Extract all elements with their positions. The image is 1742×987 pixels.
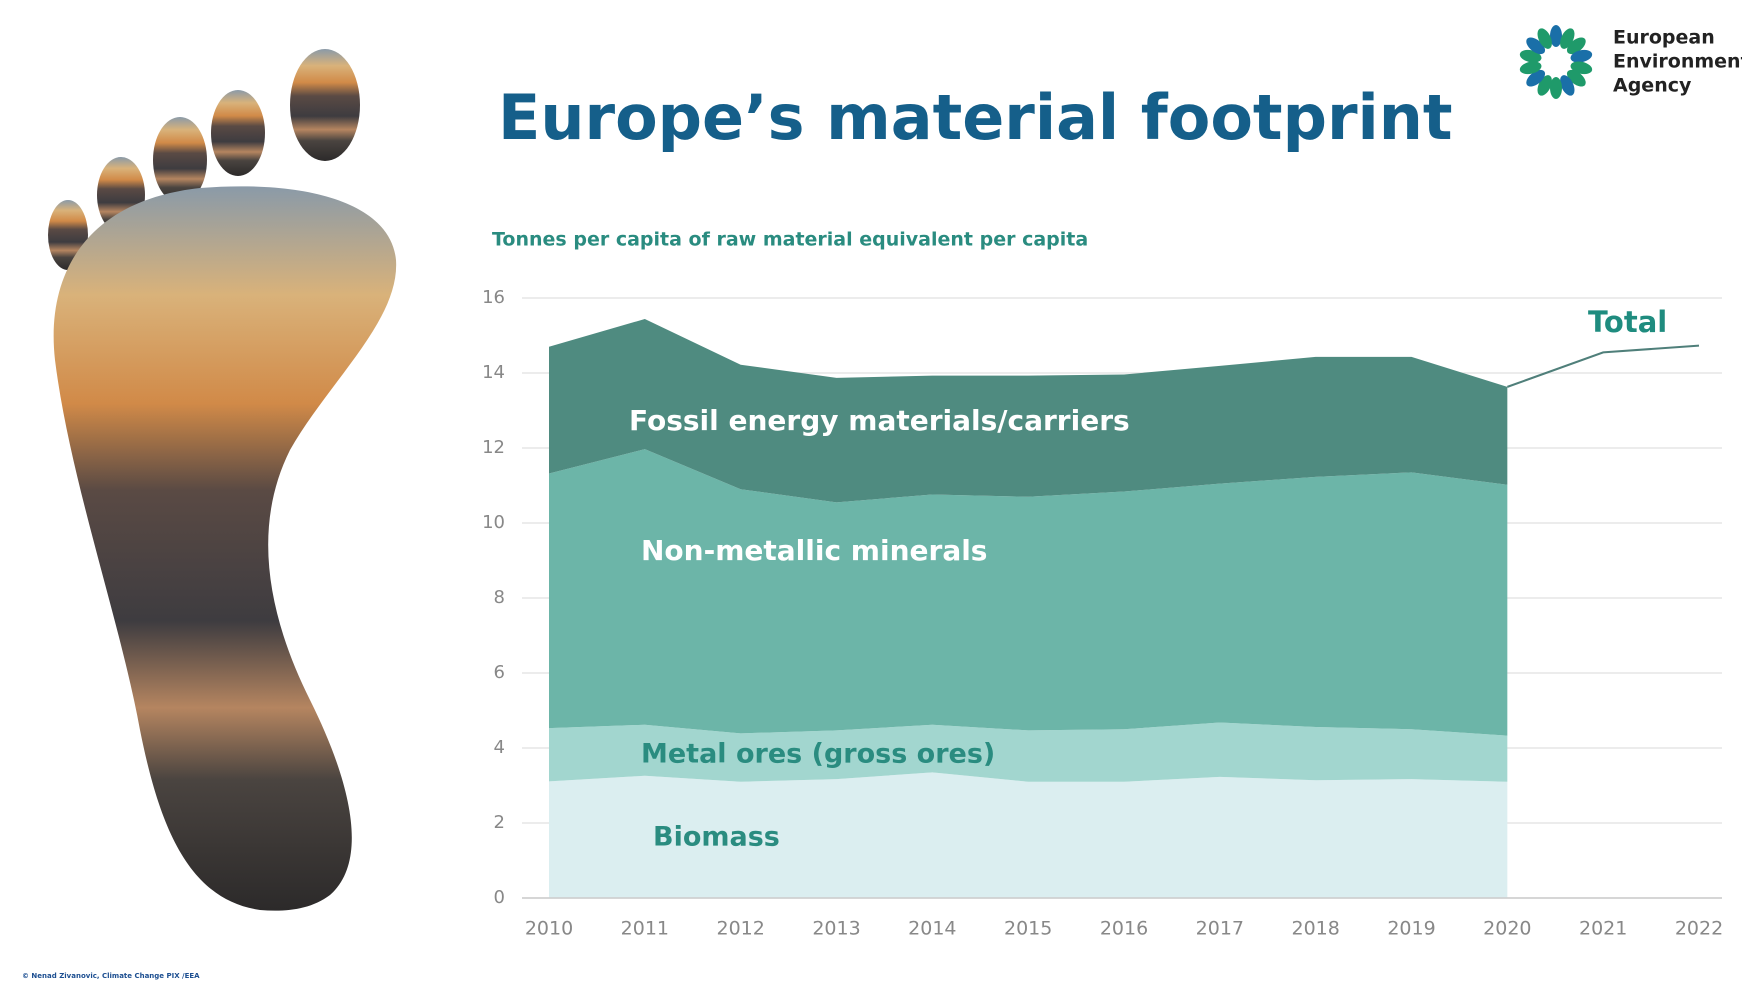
series-label: Biomass: [653, 822, 780, 853]
y-tick-label: 16: [482, 287, 505, 308]
chart-subtitle: Tonnes per capita of raw material equiva…: [492, 229, 1088, 251]
x-tick-label: 2016: [1100, 918, 1148, 940]
total-line: [1506, 344, 1700, 388]
series-label: Metal ores (gross ores): [641, 739, 995, 770]
area: [549, 772, 1508, 898]
eea-logo: [1519, 25, 1593, 99]
logo-ray: [1526, 69, 1546, 87]
logo-ray: [1519, 61, 1542, 75]
y-tick-label: 10: [482, 512, 505, 533]
series-label: Non-metallic minerals: [641, 534, 987, 567]
logo-text: Environment: [1613, 51, 1742, 73]
y-tick-label: 4: [494, 737, 505, 758]
logo-ray: [1560, 75, 1575, 96]
logo-ray: [1570, 49, 1593, 63]
x-tick-label: 2021: [1579, 918, 1627, 940]
x-tick-label: 2014: [908, 918, 956, 940]
logo-ray: [1566, 37, 1586, 55]
y-tick-label: 8: [494, 587, 505, 608]
logo-ray: [1537, 28, 1552, 49]
x-tick-label: 2015: [1004, 918, 1052, 940]
logo-ray: [1519, 49, 1542, 63]
logo-ray: [1526, 37, 1546, 55]
y-tick-label: 6: [494, 662, 505, 683]
x-tick-label: 2017: [1196, 918, 1244, 940]
x-tick-label: 2018: [1291, 918, 1339, 940]
x-tick-label: 2013: [812, 918, 860, 940]
x-tick-label: 2022: [1675, 918, 1723, 940]
logo-ray: [1570, 61, 1593, 75]
y-tick-label: 14: [482, 362, 505, 383]
logo-text: European: [1613, 27, 1715, 49]
logo-ray: [1566, 69, 1586, 87]
area: [549, 449, 1508, 736]
logo-text: Agency: [1613, 75, 1692, 97]
x-tick-label: 2011: [621, 918, 669, 940]
chart-title: Europe’s material footprint: [498, 81, 1453, 154]
area: [549, 722, 1508, 782]
footprint-photo: [48, 49, 397, 911]
logo-ray: [1550, 77, 1562, 99]
series-label: Total: [1588, 305, 1667, 339]
x-tick-label: 2020: [1483, 918, 1531, 940]
x-tick-label: 2019: [1387, 918, 1435, 940]
area: [549, 319, 1508, 503]
y-tick-label: 12: [482, 437, 505, 458]
y-tick-label: 2: [494, 812, 505, 833]
logo-ray: [1550, 25, 1562, 47]
x-tick-label: 2010: [525, 918, 573, 940]
series-label: Fossil energy materials/carriers: [629, 404, 1130, 437]
y-tick-label: 0: [494, 887, 505, 908]
x-tick-label: 2012: [716, 918, 764, 940]
photo-credit: © Nenad Zivanovic, Climate Change PIX /E…: [22, 972, 200, 980]
